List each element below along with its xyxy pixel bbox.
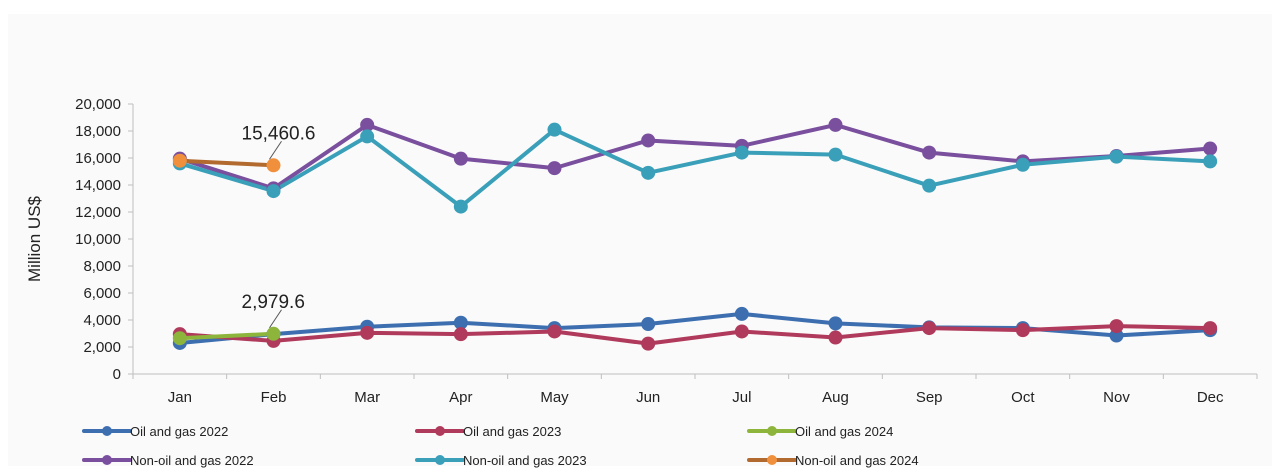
data-point bbox=[453, 327, 468, 342]
y-tick-label: 12,000 bbox=[75, 204, 121, 221]
legend-swatch-marker bbox=[435, 426, 445, 436]
y-tick-label: 0 bbox=[113, 366, 121, 383]
legend-label: Oil and gas 2024 bbox=[795, 424, 893, 439]
data-point bbox=[266, 184, 281, 199]
data-point bbox=[453, 199, 468, 214]
y-tick-label: 20,000 bbox=[75, 96, 121, 113]
y-tick-label: 8,000 bbox=[83, 258, 121, 275]
x-tick-label: Jan bbox=[168, 389, 192, 406]
x-tick-label: Dec bbox=[1197, 389, 1224, 406]
annotation-label: 2,979.6 bbox=[242, 292, 305, 313]
data-point bbox=[360, 129, 375, 144]
data-point bbox=[1015, 323, 1030, 338]
data-point bbox=[1203, 154, 1218, 169]
y-tick-label: 16,000 bbox=[75, 150, 121, 167]
data-point bbox=[1109, 149, 1124, 164]
legend-label: Oil and gas 2022 bbox=[130, 424, 228, 439]
data-point bbox=[266, 158, 281, 173]
data-point bbox=[828, 330, 843, 345]
annotation-leader bbox=[269, 309, 282, 329]
legend-swatch-marker bbox=[767, 455, 777, 465]
data-point bbox=[453, 315, 468, 330]
y-axis-title: Million US$ bbox=[25, 195, 44, 282]
legend-label: Non-oil and gas 2023 bbox=[463, 453, 587, 468]
data-point bbox=[266, 326, 281, 341]
y-tick-label: 10,000 bbox=[75, 231, 121, 248]
data-point bbox=[641, 336, 656, 351]
data-point bbox=[828, 316, 843, 331]
x-tick-label: Jul bbox=[732, 389, 751, 406]
x-tick-label: Nov bbox=[1103, 389, 1130, 406]
data-point bbox=[734, 145, 749, 160]
data-point bbox=[547, 122, 562, 137]
data-point bbox=[547, 161, 562, 176]
data-point bbox=[641, 317, 656, 332]
annotation-label: 15,460.6 bbox=[242, 123, 316, 144]
x-tick-label: Aug bbox=[822, 389, 849, 406]
x-tick-label: Feb bbox=[261, 389, 287, 406]
x-tick-label: Sep bbox=[916, 389, 943, 406]
legend-label: Oil and gas 2023 bbox=[463, 424, 561, 439]
x-tick-label: Oct bbox=[1011, 389, 1035, 406]
x-tick-label: May bbox=[540, 389, 569, 406]
data-point bbox=[828, 117, 843, 132]
legend-swatch-marker bbox=[767, 426, 777, 436]
legend-swatch-marker bbox=[102, 455, 112, 465]
series-line-4 bbox=[177, 122, 1213, 191]
data-point bbox=[1109, 319, 1124, 334]
y-tick-label: 18,000 bbox=[75, 123, 121, 140]
data-point bbox=[641, 133, 656, 148]
y-tick-label: 2,000 bbox=[83, 339, 121, 356]
data-point bbox=[172, 331, 187, 346]
data-point bbox=[547, 324, 562, 339]
data-point bbox=[922, 321, 937, 336]
series-line-6 bbox=[177, 158, 276, 168]
data-point bbox=[1203, 141, 1218, 156]
chart-background bbox=[8, 14, 1272, 466]
y-tick-label: 6,000 bbox=[83, 285, 121, 302]
data-point bbox=[172, 153, 187, 168]
data-point bbox=[734, 324, 749, 339]
legend-label: Non-oil and gas 2024 bbox=[795, 453, 919, 468]
series-line-5 bbox=[177, 127, 1213, 209]
data-point bbox=[453, 151, 468, 166]
y-tick-label: 14,000 bbox=[75, 177, 121, 194]
series-line-3 bbox=[177, 331, 276, 341]
data-point bbox=[1015, 157, 1030, 172]
data-point bbox=[734, 306, 749, 321]
legend-swatch-marker bbox=[435, 455, 445, 465]
x-tick-label: Apr bbox=[449, 389, 472, 406]
data-point bbox=[360, 117, 375, 132]
data-point bbox=[641, 165, 656, 180]
legend-label: Non-oil and gas 2022 bbox=[130, 453, 254, 468]
annotation-leader bbox=[269, 141, 282, 160]
data-point bbox=[922, 145, 937, 160]
series-line-2 bbox=[177, 324, 1213, 346]
y-tick-label: 4,000 bbox=[83, 312, 121, 329]
data-point bbox=[922, 178, 937, 193]
data-point bbox=[1203, 321, 1218, 336]
x-tick-label: Mar bbox=[354, 389, 380, 406]
x-tick-label: Jun bbox=[636, 389, 660, 406]
data-point bbox=[360, 325, 375, 340]
legend-swatch-marker bbox=[102, 426, 112, 436]
data-point bbox=[828, 147, 843, 162]
